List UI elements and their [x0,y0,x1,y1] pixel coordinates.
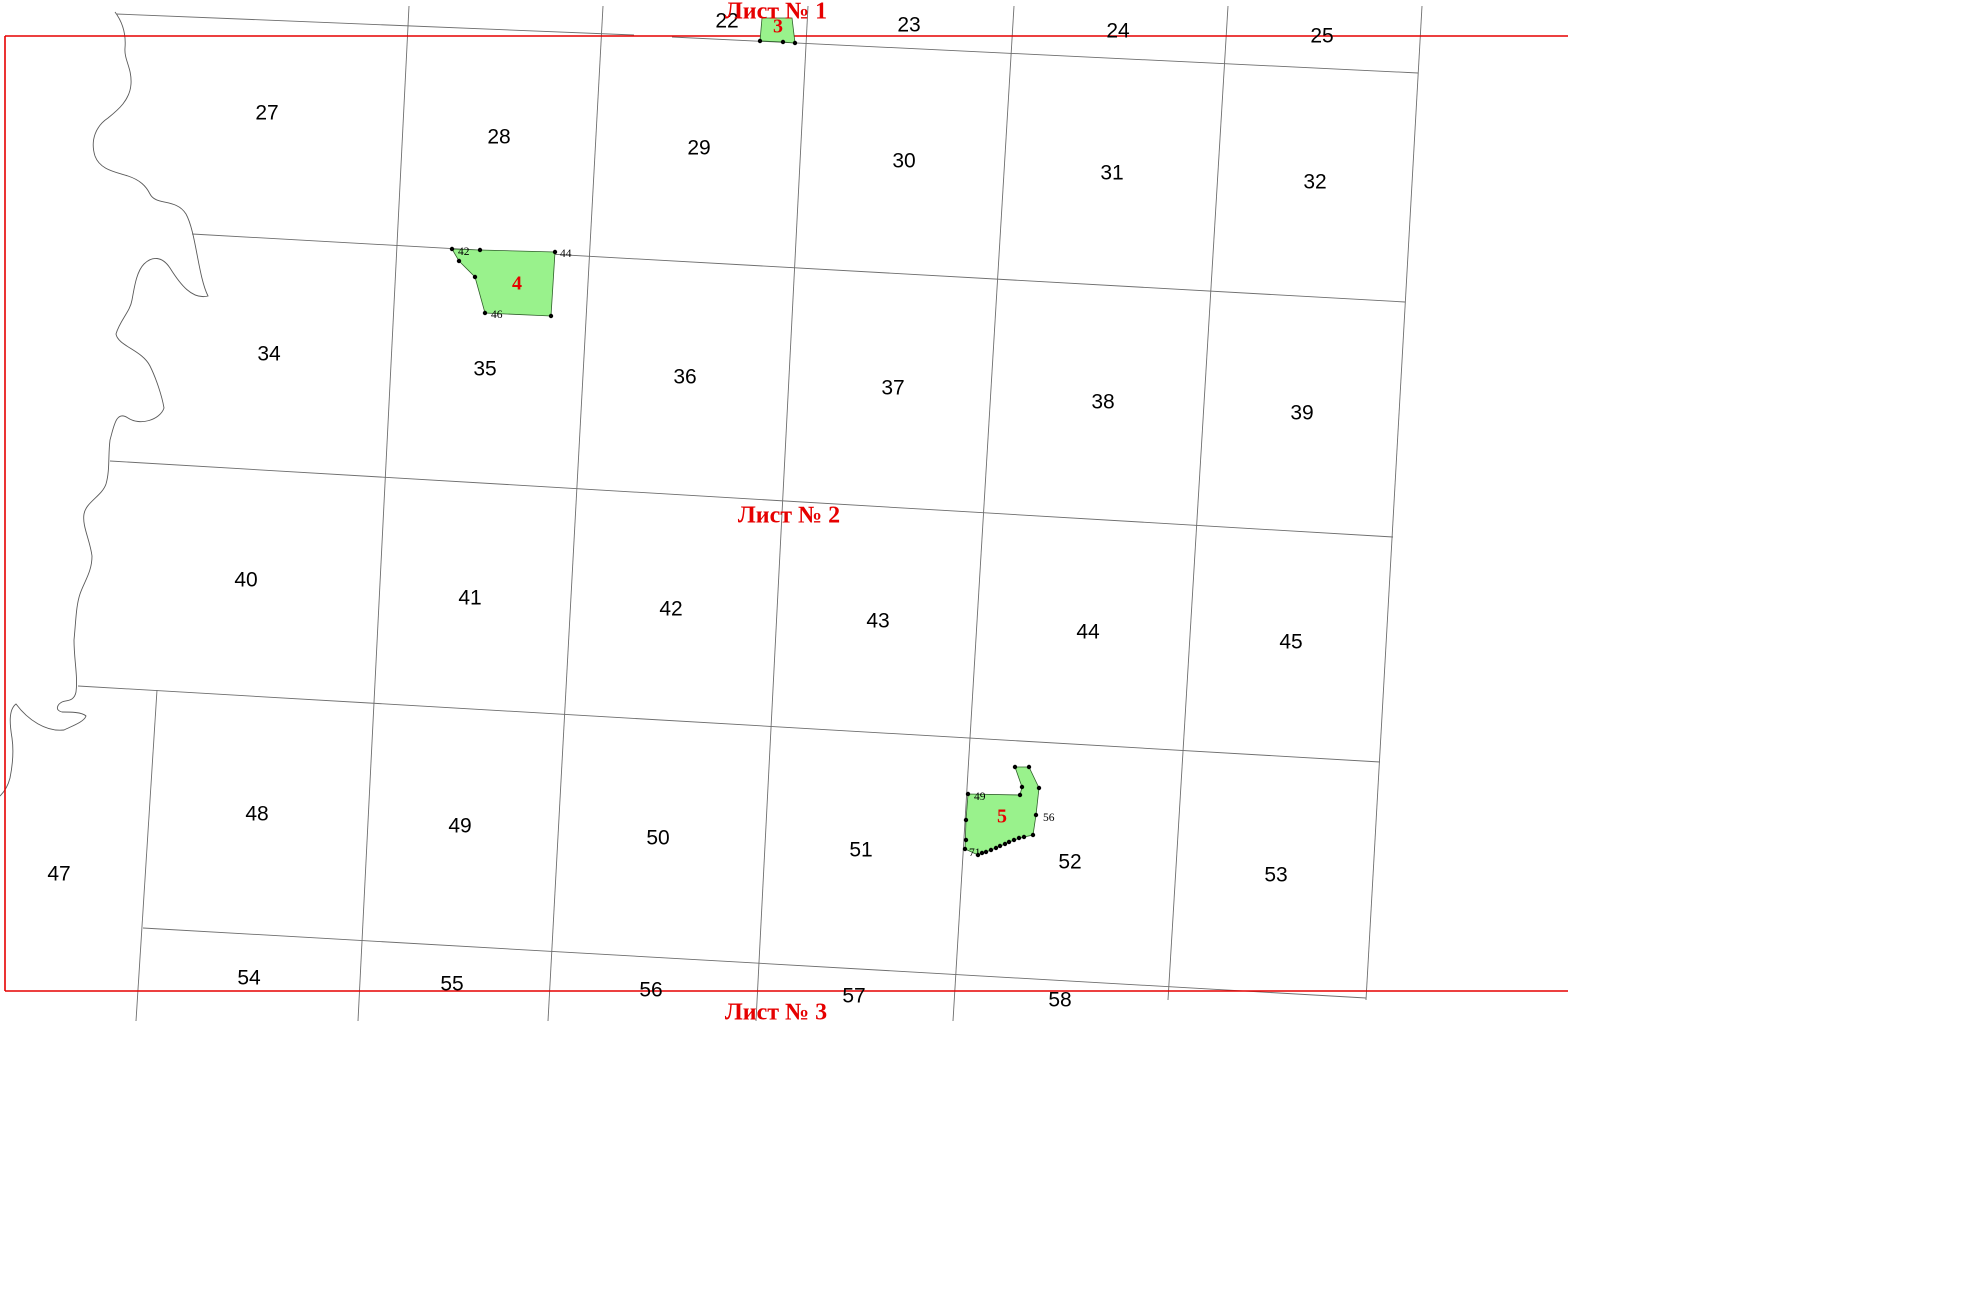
vertex-label-42: 42 [458,246,470,258]
vertex-point [456,258,462,264]
block-label-29: 29 [687,137,710,160]
grid-line-v-6 [1167,5,1229,1001]
vertex-label-44: 44 [560,248,572,260]
sheet-2-label: Лист № 2 [738,503,840,529]
block-label-28: 28 [487,126,510,149]
block-label-55: 55 [440,973,463,996]
block-label-57: 57 [842,985,865,1008]
vertex-point [477,247,483,253]
block-label-38: 38 [1091,391,1114,414]
grid-line-v-2 [357,5,410,1021]
block-label-24: 24 [1106,20,1130,43]
block-label-23: 23 [897,14,920,37]
block-label-25: 25 [1310,25,1333,48]
block-label-44: 44 [1076,621,1100,644]
vertex-point [449,246,455,252]
block-label-39: 39 [1290,402,1313,425]
vertex-point [1033,812,1039,818]
vertex-point [1019,784,1025,790]
vertex-label-56: 56 [1043,812,1055,824]
grid-line-v-3 [547,5,604,1021]
block-label-45: 45 [1279,631,1302,654]
block-label-41: 41 [458,587,481,610]
grid-line-h-1 [115,13,635,36]
vertex-point [975,852,981,858]
grid-line-h-3 [109,460,1394,538]
plot-5-label: 5 [997,806,1007,828]
plot-4-area[interactable] [451,248,556,317]
vertex-point [1030,832,1036,838]
vertex-point [780,39,786,45]
grid-line-h-4 [77,685,1381,763]
grid-line-v-5 [952,5,1015,1021]
block-label-30: 30 [892,150,915,173]
block-label-31: 31 [1100,162,1123,185]
block-label-40: 40 [234,569,257,592]
grid-line-v-1 [135,689,158,1021]
vertex-label-71: 71 [969,847,981,859]
block-label-54: 54 [237,967,261,990]
block-label-22: 22 [715,10,738,33]
vertex-point [1006,839,1012,845]
vertex-point [963,837,969,843]
vertex-point [979,850,985,856]
block-label-34: 34 [257,343,281,366]
block-label-32: 32 [1303,171,1326,194]
vertex-point [1011,837,1017,843]
grid-line-h-2 [191,233,1406,303]
sheet-3-label: Лист № 3 [725,1000,827,1022]
block-label-58: 58 [1048,989,1071,1012]
vertex-point [1026,764,1032,770]
grid-line-v-7 [1365,5,1423,1001]
vertex-point [962,846,968,852]
vertex-point [757,38,763,44]
vertex-point [965,791,971,797]
block-label-48: 48 [245,803,268,826]
vertex-point [552,249,558,255]
block-label-53: 53 [1264,864,1287,887]
block-label-37: 37 [881,377,904,400]
vertex-point [482,310,488,316]
vertex-point [988,847,994,853]
plot-4-label: 4 [512,273,522,295]
vertex-point [1016,835,1022,841]
block-label-36: 36 [673,366,696,389]
block-label-43: 43 [866,610,889,633]
vertex-point [548,313,554,319]
block-label-56: 56 [639,979,662,1002]
plot-3-area[interactable] [759,17,796,44]
block-label-42: 42 [659,598,682,621]
vertex-point [997,843,1003,849]
cadastral-map: 22 23 24 25 27 28 29 30 31 32 34 35 36 3… [0,0,1568,1021]
vertex-point [1036,785,1042,791]
plot-3-label: 3 [773,16,783,38]
block-label-52: 52 [1058,851,1081,874]
vertex-point [1012,764,1018,770]
block-label-50: 50 [646,827,669,850]
block-label-49: 49 [448,815,471,838]
vertex-point [983,849,989,855]
block-label-47: 47 [47,863,70,886]
vertex-point [1021,834,1027,840]
vertex-point [963,817,969,823]
vertex-point [472,274,478,280]
block-label-27: 27 [255,102,278,125]
vertex-point [1002,841,1008,847]
river-bank-line [0,11,209,797]
block-label-35: 35 [473,358,496,381]
vertex-point [792,40,798,46]
sheet-1-label: Лист № 1 [725,0,827,25]
vertex-label-49: 49 [974,791,986,803]
vertex-point [993,845,999,851]
grid-line-h-5 [142,927,1367,999]
grid-line-v-4 [755,5,809,1021]
vertex-label-46: 46 [491,309,503,321]
vertex-point [1017,792,1023,798]
block-label-51: 51 [849,839,872,862]
